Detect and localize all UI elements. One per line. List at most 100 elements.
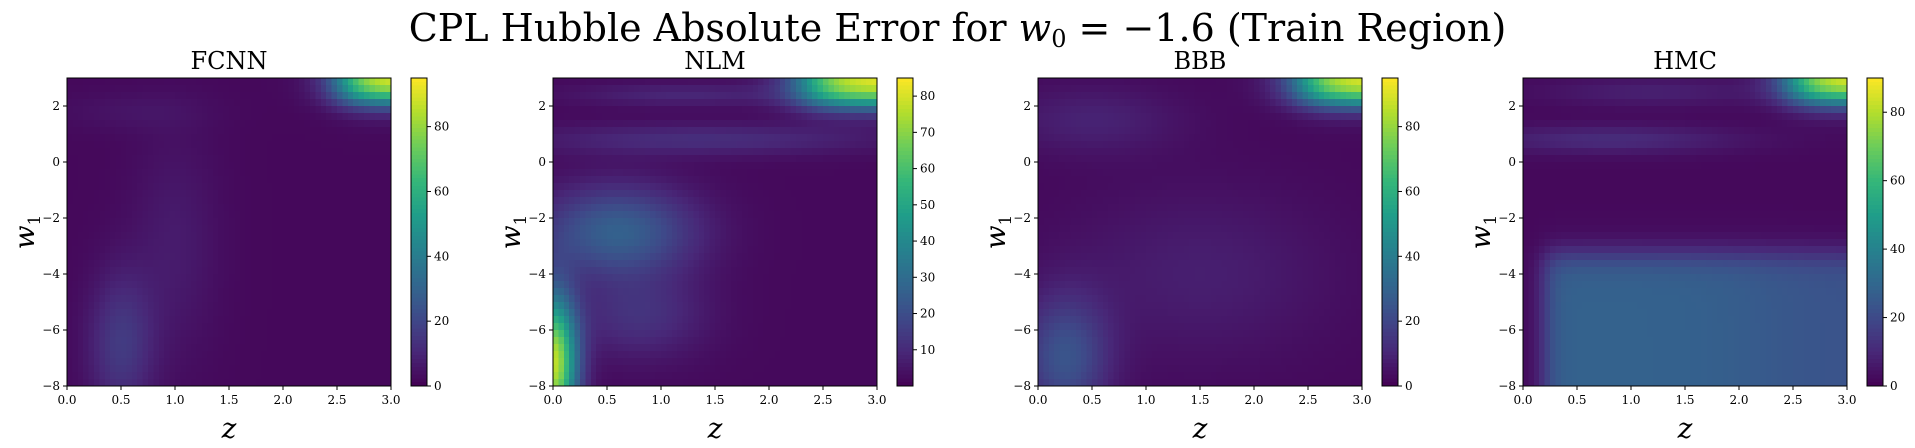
heatmap-cell <box>185 225 192 233</box>
heatmap-cell <box>569 246 576 254</box>
heatmap-cell <box>796 120 802 128</box>
heatmap-cell <box>785 218 792 226</box>
heatmap-cell <box>747 99 754 107</box>
heatmap-cell <box>83 92 90 100</box>
heatmap-cell <box>601 260 608 268</box>
heatmap-cell <box>158 379 165 387</box>
heatmap-cell <box>72 330 79 338</box>
heatmap-cell <box>860 267 867 275</box>
heatmap-cell <box>207 232 214 240</box>
heatmap-cell <box>234 134 241 142</box>
heatmap-cell <box>185 316 192 324</box>
heatmap-cell <box>121 211 127 219</box>
heatmap-cell <box>169 225 176 233</box>
heatmap-cell <box>353 92 360 100</box>
heatmap-cell <box>234 183 241 191</box>
heatmap-cell <box>229 92 235 100</box>
heatmap-cell <box>245 379 252 387</box>
heatmap-cell <box>790 183 797 191</box>
heatmap-cell <box>693 302 700 310</box>
heatmap-cell <box>99 183 106 191</box>
heatmap-cell <box>374 148 381 156</box>
heatmap-cell <box>817 225 824 233</box>
heatmap-cell <box>628 281 635 289</box>
heatmap-cell <box>812 78 819 86</box>
heatmap-cell <box>736 127 743 135</box>
heatmap-cell <box>704 183 711 191</box>
heatmap-cell <box>148 246 154 254</box>
heatmap-cell <box>617 155 624 163</box>
heatmap-cell <box>671 92 678 100</box>
heatmap-cell <box>563 337 570 345</box>
heatmap-cell <box>239 295 246 303</box>
heatmap-cell <box>682 155 689 163</box>
heatmap-cell <box>142 134 149 142</box>
heatmap-cell <box>250 176 257 184</box>
heatmap-cell <box>115 372 122 380</box>
heatmap-cell <box>596 155 603 163</box>
heatmap-cell <box>655 162 662 170</box>
heatmap-cell <box>855 253 862 261</box>
heatmap-cell <box>337 218 343 226</box>
heatmap-cell <box>288 99 295 107</box>
heatmap-cell <box>374 337 381 345</box>
heatmap-cell <box>77 330 84 338</box>
heatmap-cell <box>148 78 154 86</box>
heatmap-cell <box>671 120 678 128</box>
heatmap-cell <box>110 365 117 373</box>
heatmap-cell <box>607 85 613 93</box>
heatmap-cell <box>671 239 678 247</box>
heatmap-cell <box>207 358 214 366</box>
heatmap-cell <box>223 92 230 100</box>
heatmap-cell <box>569 113 576 121</box>
heatmap-cell <box>115 330 122 338</box>
heatmap-cell <box>736 309 743 317</box>
heatmap-cell <box>320 148 327 156</box>
heatmap-cell <box>688 309 694 317</box>
heatmap-cell <box>315 344 322 352</box>
heatmap-cell <box>121 85 127 93</box>
heatmap-cell <box>180 309 187 317</box>
heatmap-cell <box>256 295 262 303</box>
heatmap-cell <box>283 183 289 191</box>
heatmap-cell <box>164 295 171 303</box>
heatmap-cell <box>88 281 95 289</box>
heatmap-cell <box>650 316 657 324</box>
heatmap-cell <box>320 162 327 170</box>
heatmap-cell <box>326 85 333 93</box>
heatmap-cell <box>137 92 144 100</box>
heatmap-cell <box>634 267 640 275</box>
heatmap-cell <box>191 337 198 345</box>
heatmap-cell <box>110 155 117 163</box>
heatmap-cell <box>358 372 365 380</box>
heatmap-cell <box>72 162 79 170</box>
heatmap-cell <box>72 365 79 373</box>
heatmap-cell <box>601 92 608 100</box>
heatmap-cell <box>823 288 829 296</box>
heatmap-cell <box>67 253 73 261</box>
heatmap-cell <box>261 169 268 177</box>
heatmap-cell <box>207 225 214 233</box>
heatmap-cell <box>310 316 316 324</box>
heatmap-cell <box>293 148 300 156</box>
heatmap-cell <box>164 120 171 128</box>
heatmap-cell <box>833 288 840 296</box>
heatmap-cell <box>126 113 133 121</box>
heatmap-cell <box>796 176 802 184</box>
heatmap-cell <box>661 246 667 254</box>
heatmap-cell <box>736 169 743 177</box>
heatmap-cell <box>833 78 840 86</box>
heatmap-cell <box>320 176 327 184</box>
heatmap-cell <box>142 148 149 156</box>
heatmap-cell <box>158 120 165 128</box>
heatmap-cell <box>688 183 694 191</box>
heatmap-cell <box>644 106 651 114</box>
heatmap-cell <box>661 211 667 219</box>
heatmap-cell <box>823 232 829 240</box>
heatmap-cell <box>860 162 867 170</box>
heatmap-cell <box>310 78 316 86</box>
heatmap-cell <box>385 351 392 359</box>
heatmap-cell <box>104 141 111 149</box>
heatmap-cell <box>720 197 727 205</box>
heatmap-cell <box>326 232 333 240</box>
